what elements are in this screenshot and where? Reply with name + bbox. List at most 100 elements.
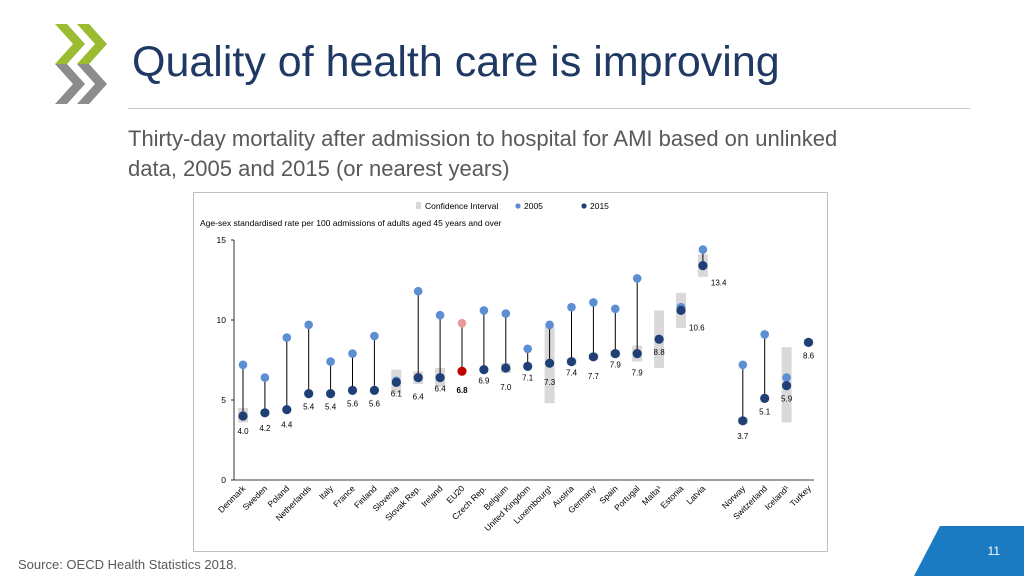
y-tick-label: 10	[217, 315, 227, 325]
point-2005	[611, 304, 620, 314]
chart-frame: Confidence Interval 2005 2015 Age-sex stand…	[193, 192, 828, 552]
oecd-chevron-logo-icon	[55, 24, 107, 104]
logo-chevron-top	[55, 24, 85, 64]
legend-2005-marker	[515, 203, 521, 209]
point-2005	[632, 274, 642, 283]
x-tick-label: Italy	[317, 483, 336, 502]
legend-ci-label: Confidence Interval	[425, 201, 498, 211]
point-2005	[782, 373, 791, 382]
value-label: 7.1	[522, 373, 534, 382]
point-2015	[501, 363, 511, 373]
point-2005	[738, 360, 748, 370]
x-tick-label: Latvia	[684, 483, 707, 506]
point-2005	[523, 344, 532, 354]
point-2005	[326, 357, 335, 366]
logo-chevron-top-2	[77, 24, 107, 64]
point-2015	[803, 337, 814, 347]
value-label: 5.4	[325, 403, 337, 412]
point-2015	[304, 389, 314, 399]
point-2005	[698, 245, 708, 254]
point-2005	[413, 286, 423, 296]
value-label: 7.3	[544, 378, 556, 387]
point-2015	[566, 357, 577, 367]
x-tick-label: Sweden	[241, 483, 270, 512]
point-2005	[348, 349, 357, 358]
value-label: 6.9	[478, 377, 490, 386]
point-2015	[282, 405, 292, 415]
page-title: Quality of health care is improving	[132, 38, 780, 86]
point-2015	[632, 349, 642, 359]
chart-subtitle: Thirty-day mortality after admission to …	[128, 126, 838, 181]
point-2005	[589, 298, 598, 307]
value-label: 6.8	[456, 386, 468, 395]
point-2015	[654, 334, 664, 344]
point-2015	[610, 349, 620, 359]
point-2015	[435, 373, 445, 383]
value-label: 7.9	[610, 361, 622, 370]
logo-chevron-bottom	[55, 64, 85, 104]
value-label: 10.6	[689, 323, 705, 332]
point-2005	[567, 302, 576, 312]
title-divider	[128, 108, 970, 109]
point-2005	[760, 330, 769, 339]
value-label: 4.0	[237, 427, 249, 436]
point-2015	[738, 416, 748, 426]
point-2005	[545, 320, 554, 330]
point-2005	[435, 310, 445, 320]
x-tick-label: Iceland¹	[763, 483, 792, 512]
point-2005	[370, 331, 379, 341]
point-2015	[545, 358, 555, 368]
y-tick-label: 0	[221, 475, 226, 485]
point-2015	[260, 408, 270, 418]
point-2015	[523, 361, 533, 371]
point-2015	[347, 385, 358, 395]
value-label: 8.8	[654, 348, 666, 357]
point-2015	[457, 366, 467, 376]
value-label: 8.6	[803, 351, 815, 360]
point-2005	[260, 373, 270, 382]
point-2015	[391, 377, 401, 387]
value-label: 7.4	[566, 369, 578, 378]
point-2015	[413, 373, 423, 383]
value-label: 3.7	[737, 432, 749, 441]
point-2005	[238, 360, 248, 370]
logo-chevron-bottom-2	[77, 64, 107, 104]
point-2005	[479, 306, 489, 315]
value-label: 7.9	[632, 369, 644, 378]
x-tick-label: Denmark	[216, 483, 248, 515]
legend-ci-swatch	[416, 202, 421, 209]
x-tick-label: Estonia	[658, 483, 685, 510]
point-2005	[457, 318, 467, 328]
point-2015	[369, 385, 379, 395]
point-2015	[760, 393, 770, 403]
value-label: 5.9	[781, 395, 793, 404]
source-note: Source: OECD Health Statistics 2018.	[18, 557, 237, 572]
value-label: 5.4	[303, 403, 315, 412]
point-2005	[501, 309, 511, 318]
page-number: 11	[987, 544, 1000, 558]
point-2005	[304, 320, 313, 330]
point-2015	[676, 305, 686, 315]
point-2015	[479, 365, 489, 375]
corner-accent-shape	[914, 526, 1024, 576]
dot-range-chart: Confidence Interval 2005 2015 Age-sex stand…	[200, 201, 815, 533]
value-label: 6.1	[391, 389, 403, 398]
point-2015	[326, 389, 336, 399]
legend-2015-marker	[581, 203, 587, 209]
x-tick-label: Ireland	[419, 483, 445, 509]
point-2005	[282, 333, 292, 342]
value-label: 6.4	[413, 393, 425, 402]
y-tick-label: 15	[217, 235, 227, 245]
point-2015	[698, 261, 708, 271]
value-label: 13.4	[711, 279, 727, 288]
point-2015	[238, 411, 248, 421]
value-label: 5.6	[369, 399, 381, 408]
corner-accent	[914, 526, 1024, 576]
legend-2015-label: 2015	[590, 201, 609, 211]
point-2015	[588, 352, 598, 362]
y-tick-label: 5	[221, 395, 226, 405]
value-label: 5.6	[347, 399, 359, 408]
value-label: 5.1	[759, 407, 771, 416]
point-2015	[782, 381, 792, 391]
value-label: 7.0	[500, 383, 512, 392]
